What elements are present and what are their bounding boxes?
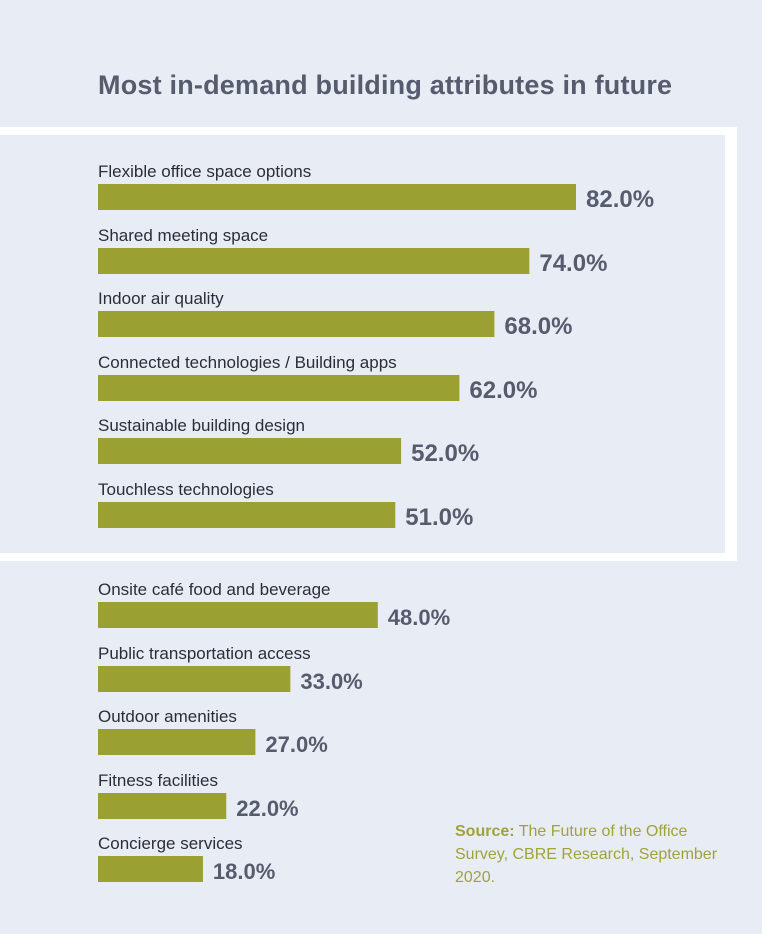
bar xyxy=(98,502,396,528)
source-text: The Future of the Office Survey, CBRE Re… xyxy=(455,823,718,886)
category-label: Fitness facilities xyxy=(98,771,218,790)
value-label: 74.0% xyxy=(539,250,607,277)
bar xyxy=(98,793,227,819)
value-label: 22.0% xyxy=(236,796,298,821)
value-label: 48.0% xyxy=(388,605,450,630)
category-label: Flexible office space options xyxy=(98,162,311,181)
source-label: Source: xyxy=(455,823,515,840)
category-label: Indoor air quality xyxy=(98,289,224,308)
source-note: Source: The Future of the Office Survey,… xyxy=(455,820,725,889)
category-label: Concierge services xyxy=(98,834,243,853)
value-label: 51.0% xyxy=(405,504,473,531)
category-label: Outdoor amenities xyxy=(98,707,237,726)
value-label: 82.0% xyxy=(586,186,654,213)
value-label: 33.0% xyxy=(300,669,362,694)
category-label: Connected technologies / Building apps xyxy=(98,353,397,372)
category-label: Shared meeting space xyxy=(98,226,268,245)
bar xyxy=(98,375,460,401)
value-label: 68.0% xyxy=(504,313,572,340)
category-label: Public transportation access xyxy=(98,644,311,663)
bar xyxy=(98,856,203,882)
category-label: Touchless technologies xyxy=(98,480,274,499)
bar xyxy=(98,729,256,755)
bar xyxy=(98,184,576,210)
value-label: 18.0% xyxy=(213,859,275,884)
bar xyxy=(98,248,530,274)
bar xyxy=(98,438,402,464)
bar xyxy=(98,311,495,337)
bar xyxy=(98,666,291,692)
bar xyxy=(98,602,378,628)
value-label: 27.0% xyxy=(265,732,327,757)
category-label: Onsite café food and beverage xyxy=(98,580,331,599)
chart-title: Most in-demand building attributes in fu… xyxy=(98,70,673,100)
value-label: 52.0% xyxy=(411,440,479,467)
category-label: Sustainable building design xyxy=(98,416,305,435)
value-label: 62.0% xyxy=(469,377,537,404)
